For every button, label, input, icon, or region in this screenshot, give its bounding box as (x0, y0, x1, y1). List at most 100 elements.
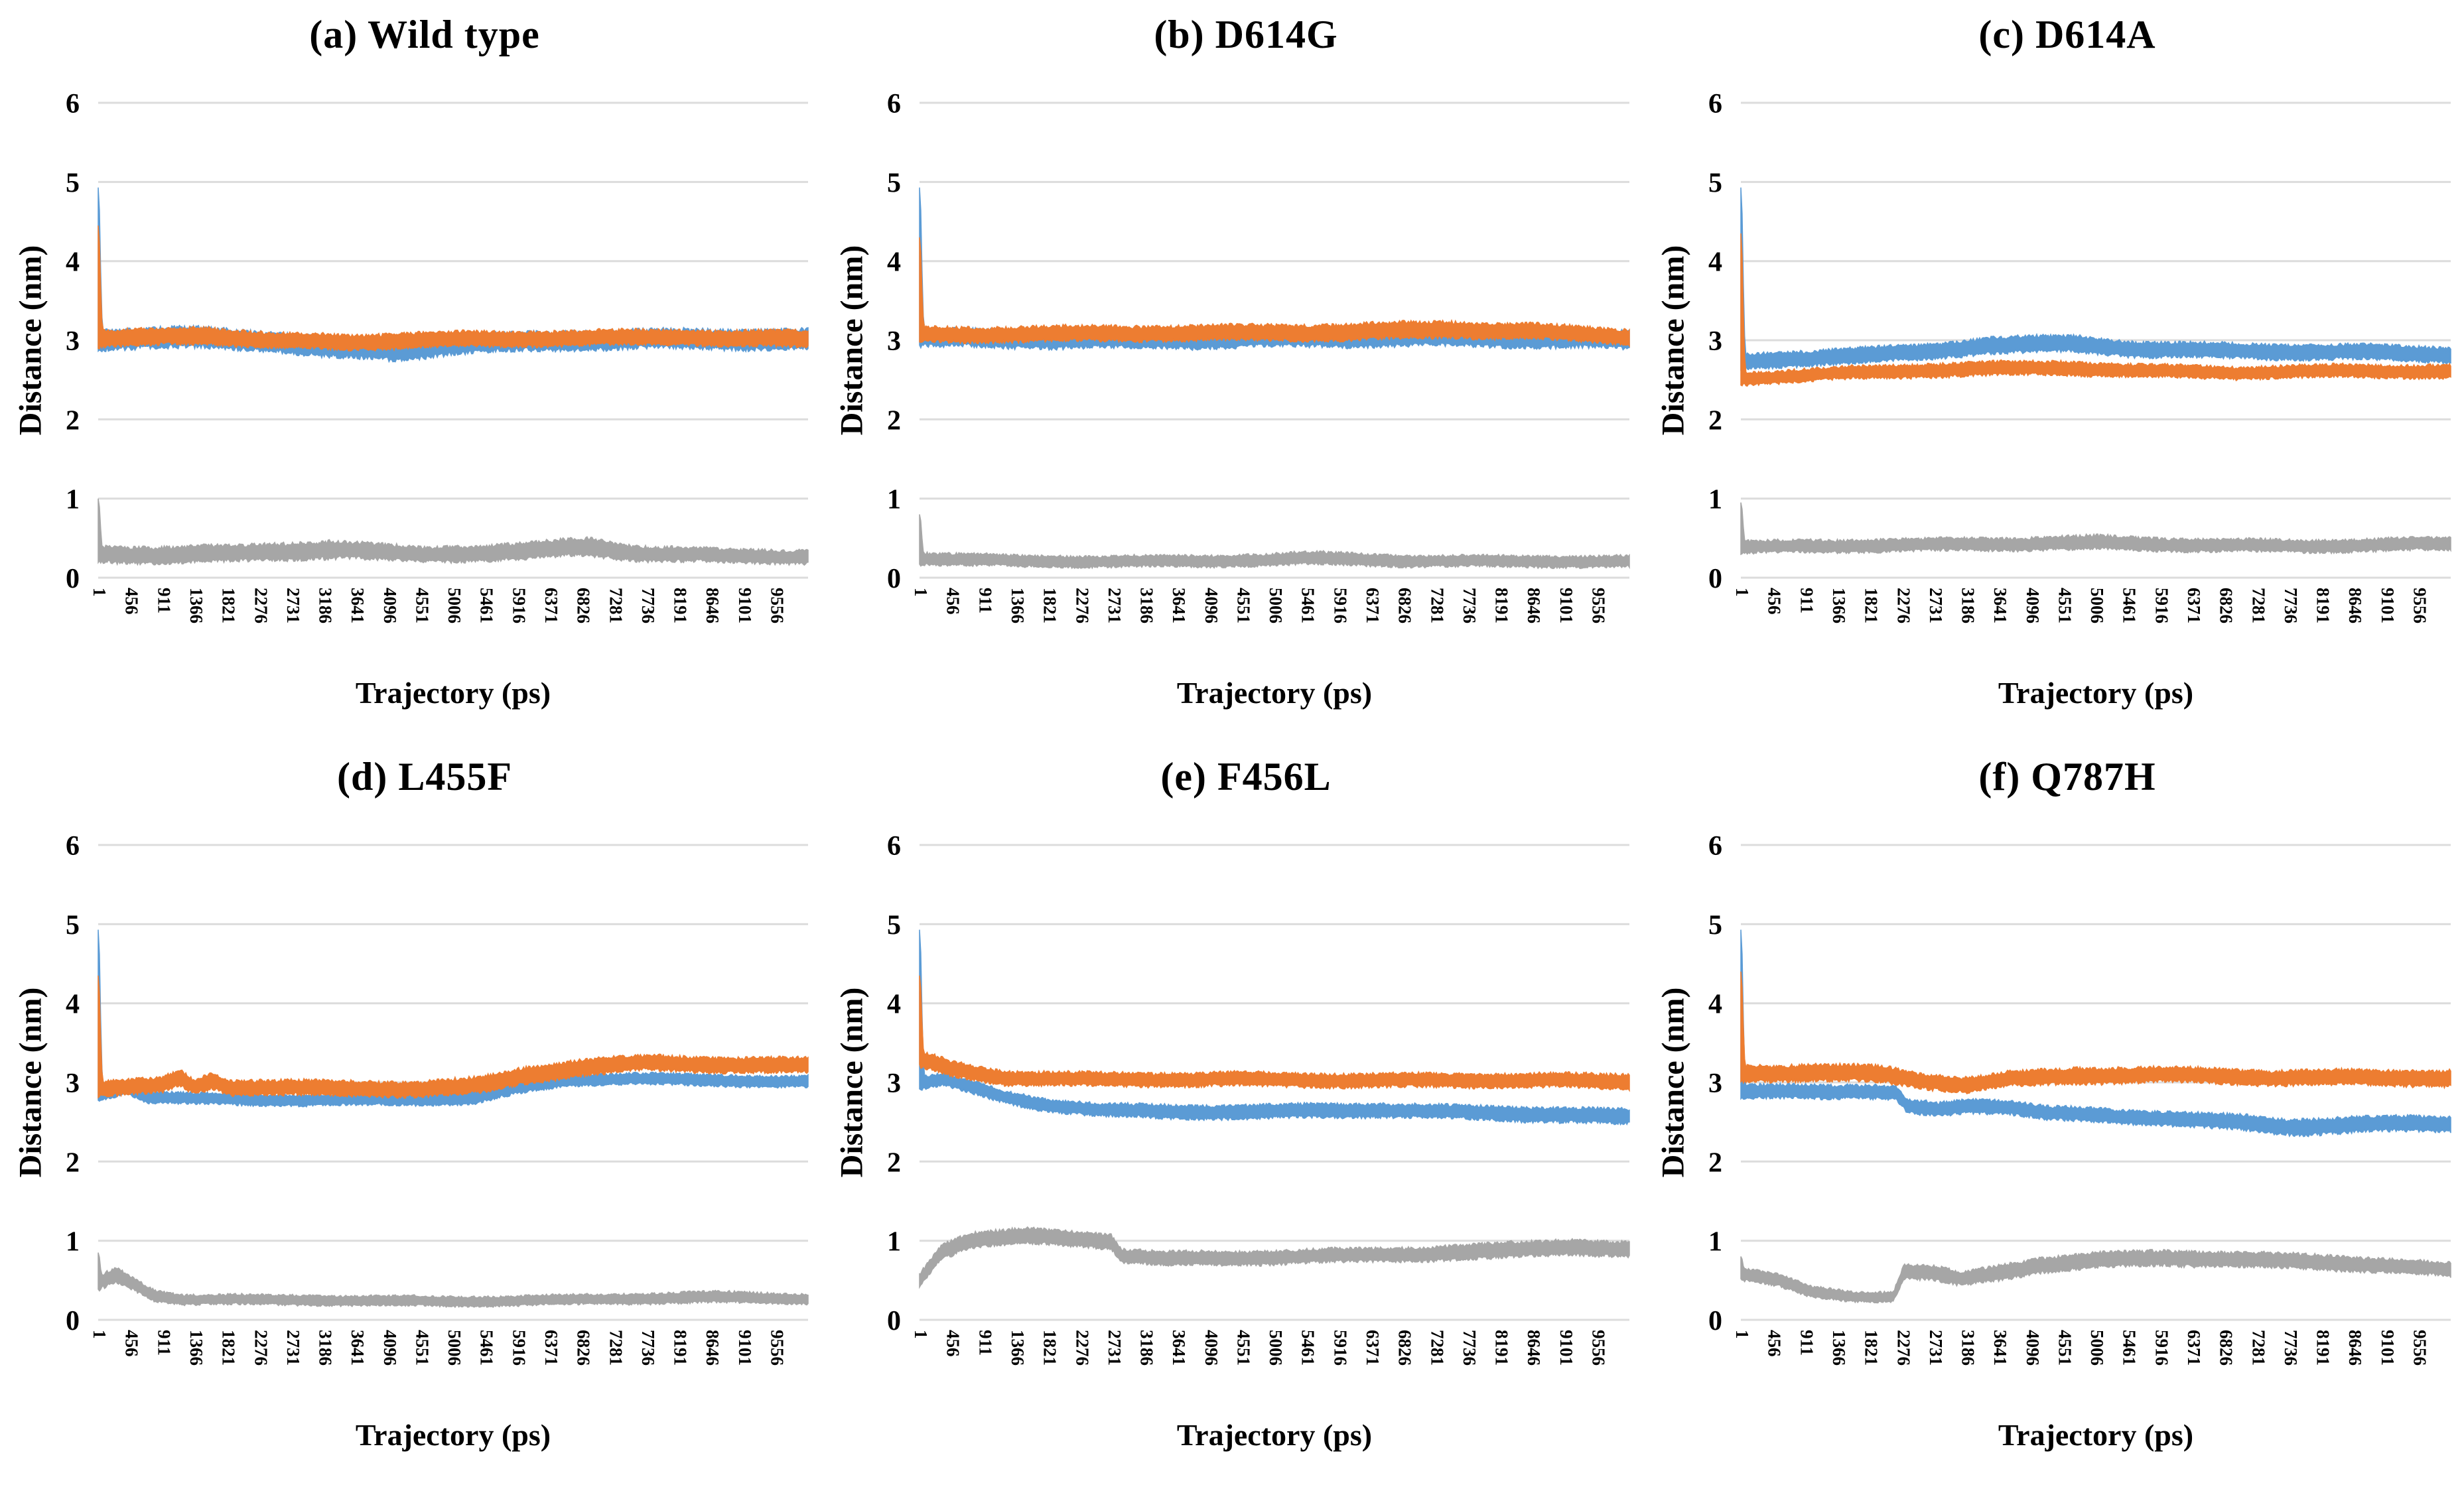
x-tick-label: 2276 (251, 1330, 271, 1366)
x-axis-label: Trajectory (ps) (355, 1418, 551, 1452)
y-tick-label: 1 (887, 485, 901, 515)
x-tick-label: 911 (154, 588, 174, 613)
x-tick-label: 1 (911, 588, 931, 597)
series-bands (919, 929, 1630, 1289)
y-tick-label: 0 (887, 564, 901, 594)
y-tick-label: 1 (1708, 1227, 1722, 1258)
x-axis-ticks: 1 456 911 1366 1821 2276 2731 3186 3641 4096 4551 5… (90, 1330, 787, 1366)
y-tick-label: 1 (66, 1227, 80, 1258)
x-tick-label: 6371 (541, 588, 561, 623)
x-tick-label: 8191 (671, 588, 691, 623)
x-tick-label: 911 (1797, 1330, 1816, 1356)
y-tick-label: 5 (66, 910, 80, 940)
x-tick-label: 8191 (671, 1330, 691, 1366)
series-band-blue (919, 929, 1630, 1126)
x-tick-label: 1366 (1829, 1330, 1849, 1366)
x-tick-label: 7281 (2248, 1330, 2268, 1366)
y-tick-label: 3 (887, 1068, 901, 1099)
y-tick-label: 6 (66, 89, 80, 119)
x-tick-label: 5006 (445, 1330, 464, 1366)
y-tick-label: 4 (1708, 247, 1722, 278)
x-tick-label: 2731 (283, 1330, 303, 1366)
x-tick-label: 1366 (1008, 1330, 1028, 1366)
x-tick-label: 4096 (2023, 1330, 2043, 1366)
x-tick-label: 4096 (1201, 588, 1221, 623)
x-tick-label: 1 (911, 1330, 931, 1339)
x-tick-label: 5006 (445, 588, 464, 623)
x-tick-label: 3641 (1990, 1330, 2010, 1366)
x-tick-label: 5006 (2087, 1330, 2107, 1366)
y-tick-label: 0 (66, 1306, 80, 1336)
x-tick-label: 5461 (2120, 1330, 2140, 1366)
y-tick-label: 4 (66, 247, 80, 278)
y-axis-ticks: 0 1 2 3 4 5 6 (1708, 831, 1722, 1336)
y-tick-label: 4 (66, 990, 80, 1020)
x-tick-label: 3641 (1169, 588, 1189, 623)
x-tick-label: 3186 (1137, 588, 1157, 623)
x-tick-label: 6826 (574, 588, 594, 623)
x-tick-label: 9556 (768, 1330, 787, 1366)
x-tick-label: 8191 (1492, 588, 1512, 623)
x-tick-label: 1821 (1862, 588, 1882, 623)
x-tick-label: 9101 (1556, 588, 1576, 623)
x-tick-label: 2276 (1072, 1330, 1092, 1366)
x-tick-label: 2276 (1893, 588, 1913, 623)
x-tick-label: 8646 (2345, 588, 2365, 623)
y-tick-label: 3 (66, 1068, 80, 1099)
x-tick-label: 2731 (283, 588, 303, 623)
panel-title: (b) D614G (1154, 13, 1338, 56)
x-tick-label: 1821 (219, 588, 239, 623)
x-tick-label: 5006 (1266, 1330, 1286, 1366)
gridlines (920, 844, 1629, 1321)
x-tick-label: 5461 (477, 1330, 497, 1366)
series-bands (919, 187, 1630, 570)
x-tick-label: 6826 (1395, 1330, 1415, 1366)
y-tick-label: 1 (887, 1227, 901, 1258)
x-tick-label: 5006 (2087, 588, 2107, 623)
x-tick-label: 8646 (703, 1330, 722, 1366)
y-tick-label: 5 (1708, 168, 1722, 198)
x-tick-label: 2731 (1926, 588, 1946, 623)
x-tick-label: 9101 (2378, 1330, 2398, 1366)
x-tick-label: 5461 (1298, 588, 1318, 623)
x-tick-label: 1 (1732, 588, 1752, 597)
x-tick-label: 8646 (1524, 1330, 1544, 1366)
x-axis-label: Trajectory (ps) (1176, 1418, 1373, 1452)
x-tick-label: 911 (154, 1330, 174, 1356)
x-tick-label: 2276 (1893, 1330, 1913, 1366)
series-band-orange (98, 225, 809, 352)
x-tick-label: 1821 (1040, 588, 1060, 623)
x-tick-label: 456 (943, 588, 963, 615)
series-band-orange (919, 237, 1630, 348)
y-tick-label: 5 (66, 168, 80, 198)
y-tick-label: 5 (1708, 910, 1722, 940)
x-tick-label: 2731 (1105, 1330, 1125, 1366)
y-tick-label: 6 (887, 831, 901, 862)
x-tick-label: 8191 (2313, 1330, 2333, 1366)
y-tick-label: 0 (66, 564, 80, 594)
x-axis-ticks: 1 456 911 1366 1821 2276 2731 3186 3641 4096 4551 5… (1732, 1330, 2430, 1366)
x-tick-label: 2731 (1926, 1330, 1946, 1366)
y-tick-label: 4 (887, 990, 901, 1020)
x-axis-ticks: 1 456 911 1366 1821 2276 2731 3186 3641 4096 4551 5… (1732, 588, 2430, 623)
x-axis-label: Trajectory (ps) (1998, 676, 2194, 710)
x-tick-label: 1821 (219, 1330, 239, 1366)
y-tick-label: 2 (66, 405, 80, 436)
x-tick-label: 3186 (1137, 1330, 1157, 1366)
x-tick-label: 456 (122, 588, 142, 615)
x-tick-label: 1366 (1829, 588, 1849, 623)
x-tick-label: 9556 (2410, 588, 2430, 623)
x-tick-label: 1366 (1008, 588, 1028, 623)
y-tick-label: 6 (887, 89, 901, 119)
y-tick-label: 1 (66, 485, 80, 515)
x-tick-label: 8191 (1492, 1330, 1512, 1366)
x-tick-label: 7281 (606, 588, 626, 623)
y-axis-ticks: 0 1 2 3 4 5 6 (1708, 89, 1722, 594)
x-tick-label: 6826 (2217, 1330, 2236, 1366)
x-tick-label: 456 (1765, 1330, 1785, 1357)
